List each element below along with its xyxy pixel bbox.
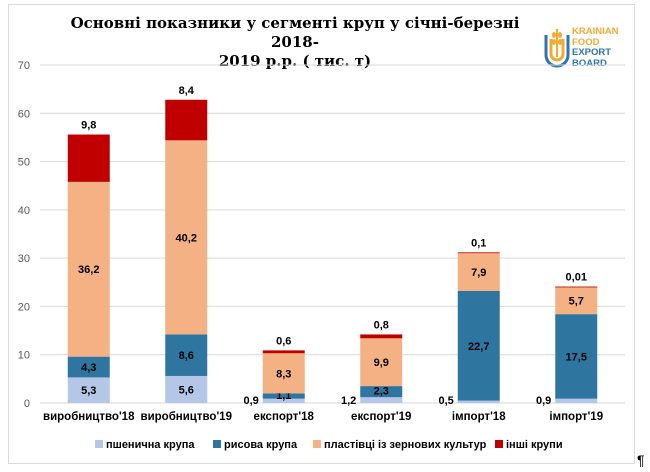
bar-segment bbox=[360, 397, 403, 403]
data-label: 36,2 bbox=[78, 264, 99, 276]
legend-swatch bbox=[213, 440, 221, 448]
bar-segment bbox=[457, 252, 500, 291]
bar-segment bbox=[262, 353, 305, 394]
title-line-1: Основні показники у сегменті круп у січн… bbox=[70, 14, 520, 51]
data-label: 0,5 bbox=[438, 395, 453, 407]
pilcrow-mark: ¶ bbox=[637, 452, 645, 468]
bar-segment bbox=[360, 334, 403, 339]
data-label: 40,2 bbox=[176, 232, 197, 244]
data-label: 0,01 bbox=[566, 272, 587, 284]
data-label: 0,1 bbox=[471, 237, 486, 249]
x-tick-label: імпорт'19 bbox=[549, 411, 603, 423]
logo-line-3: EXPORT bbox=[572, 47, 612, 58]
ufeb-logo: KRAINIAN FOOD EXPORT BOARD bbox=[542, 26, 642, 75]
data-label: 5,3 bbox=[81, 385, 96, 397]
bar-segment bbox=[555, 314, 598, 399]
data-label: 9,9 bbox=[374, 357, 389, 369]
y-tick-label: 70 bbox=[18, 60, 30, 72]
bar-segment bbox=[555, 398, 598, 403]
x-tick-label: експорт'18 bbox=[254, 411, 315, 423]
x-tick-label: імпорт'18 bbox=[452, 411, 506, 423]
bar-segment bbox=[67, 134, 110, 182]
data-label: 4,3 bbox=[81, 362, 96, 374]
legend-label: пшенична крупа bbox=[106, 439, 195, 451]
data-label: 7,9 bbox=[471, 267, 486, 279]
bar-segment bbox=[165, 334, 208, 376]
y-tick-label: 10 bbox=[18, 350, 30, 362]
x-tick-label: виробництво'19 bbox=[141, 411, 232, 423]
data-label: 8,4 bbox=[179, 85, 195, 97]
y-tick-label: 60 bbox=[18, 108, 30, 120]
data-label: 9,8 bbox=[81, 120, 96, 132]
x-tick-label: виробництво'18 bbox=[43, 411, 135, 423]
bar-segment bbox=[555, 286, 598, 288]
bar-segment bbox=[67, 356, 110, 378]
bar-segment bbox=[555, 286, 598, 315]
bar-segment bbox=[165, 140, 208, 335]
y-tick-label: 20 bbox=[18, 301, 30, 313]
data-label: 22,7 bbox=[468, 341, 489, 353]
data-label: 2,3 bbox=[374, 386, 389, 398]
y-tick-label: 50 bbox=[18, 157, 30, 169]
legend-label: інші крупи bbox=[506, 439, 563, 451]
data-label: 0,9 bbox=[536, 395, 551, 407]
bar-segment bbox=[262, 398, 305, 403]
legend-swatch bbox=[495, 440, 503, 448]
bar-segment bbox=[360, 386, 403, 398]
bar-segment bbox=[165, 99, 208, 141]
y-tick-label: 30 bbox=[18, 253, 30, 265]
data-label: 5,6 bbox=[179, 384, 194, 396]
legend-label: рисова крупа bbox=[224, 439, 298, 451]
logo-line-2: FOOD bbox=[572, 36, 600, 48]
wheat-u-logo-icon bbox=[544, 29, 570, 68]
bar-segment bbox=[457, 290, 500, 401]
data-label: 8,6 bbox=[179, 350, 194, 362]
y-tick-label: 0 bbox=[24, 398, 30, 410]
legend-label: пластівці із зернових культур bbox=[324, 439, 487, 451]
chart-frame bbox=[8, 4, 635, 464]
data-label: 17,5 bbox=[566, 351, 587, 363]
data-label: 0,9 bbox=[243, 395, 258, 407]
bar-segment bbox=[457, 400, 500, 403]
bar-segment bbox=[262, 393, 305, 399]
legend-swatch bbox=[95, 440, 103, 448]
bar-segment bbox=[165, 375, 208, 403]
logo-line-1: KRAINIAN bbox=[572, 26, 619, 37]
data-label: 0,6 bbox=[276, 335, 291, 347]
bar-segment bbox=[457, 252, 500, 254]
y-tick-label: 40 bbox=[18, 205, 30, 217]
legend-swatch bbox=[313, 440, 321, 448]
data-label: 0,8 bbox=[374, 319, 389, 331]
bar-segment bbox=[262, 350, 305, 354]
bar-segment bbox=[360, 338, 403, 387]
logo-line-4: BOARD bbox=[572, 57, 607, 69]
bar-segment bbox=[67, 377, 110, 403]
data-label: 5,7 bbox=[569, 295, 584, 307]
bar-segment bbox=[67, 181, 110, 357]
data-label: 8,3 bbox=[276, 368, 291, 380]
x-tick-label: експорт'19 bbox=[351, 411, 411, 423]
data-label: 1,2 bbox=[341, 395, 356, 407]
